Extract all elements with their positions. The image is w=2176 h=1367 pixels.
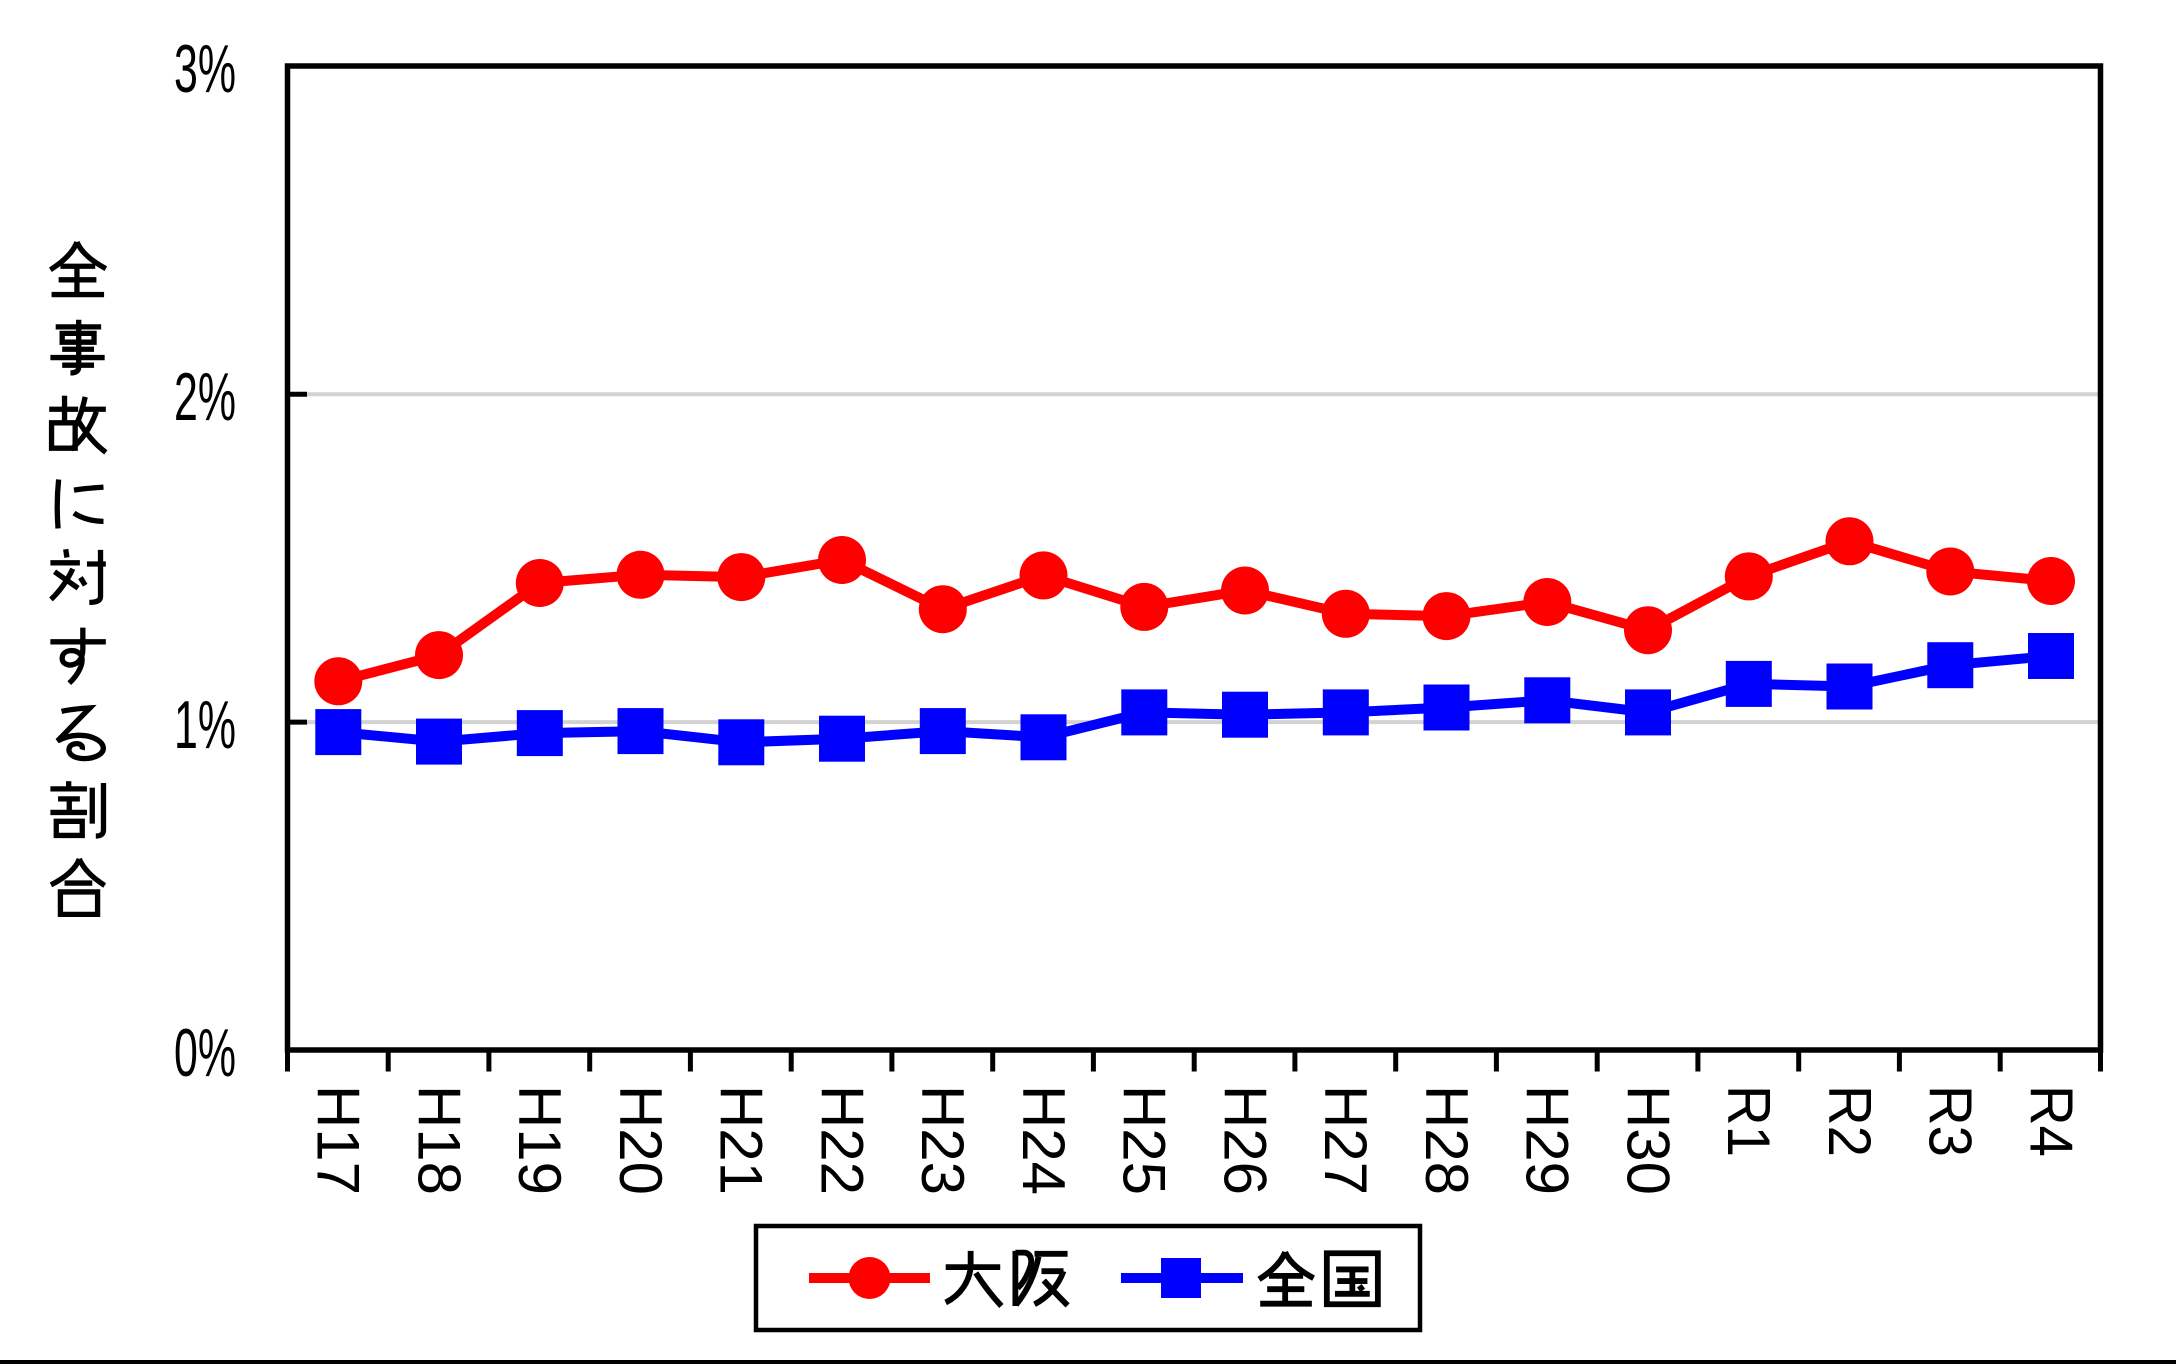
svg-text:H23: H23 bbox=[909, 1085, 976, 1195]
svg-text:R1: R1 bbox=[1715, 1085, 1782, 1157]
svg-text:H24: H24 bbox=[1010, 1085, 1077, 1195]
svg-text:H20: H20 bbox=[607, 1085, 674, 1195]
svg-text:H26: H26 bbox=[1211, 1085, 1278, 1195]
svg-text:0%: 0% bbox=[174, 1015, 236, 1091]
svg-text:H19: H19 bbox=[506, 1085, 573, 1195]
svg-text:H30: H30 bbox=[1614, 1085, 1681, 1195]
svg-text:H21: H21 bbox=[708, 1085, 775, 1195]
svg-text:H18: H18 bbox=[405, 1085, 472, 1195]
svg-text:H25: H25 bbox=[1111, 1085, 1178, 1195]
svg-text:H29: H29 bbox=[1514, 1085, 1581, 1195]
svg-text:H28: H28 bbox=[1413, 1085, 1480, 1195]
svg-text:H22: H22 bbox=[808, 1085, 875, 1195]
svg-text:2%: 2% bbox=[174, 359, 236, 435]
svg-text:3%: 3% bbox=[174, 31, 236, 107]
svg-text:H17: H17 bbox=[305, 1085, 372, 1195]
svg-text:R4: R4 bbox=[2017, 1085, 2084, 1157]
svg-text:R2: R2 bbox=[1816, 1085, 1883, 1157]
svg-text:R3: R3 bbox=[1917, 1085, 1984, 1157]
svg-text:H27: H27 bbox=[1312, 1085, 1379, 1195]
svg-text:1%: 1% bbox=[174, 687, 236, 763]
